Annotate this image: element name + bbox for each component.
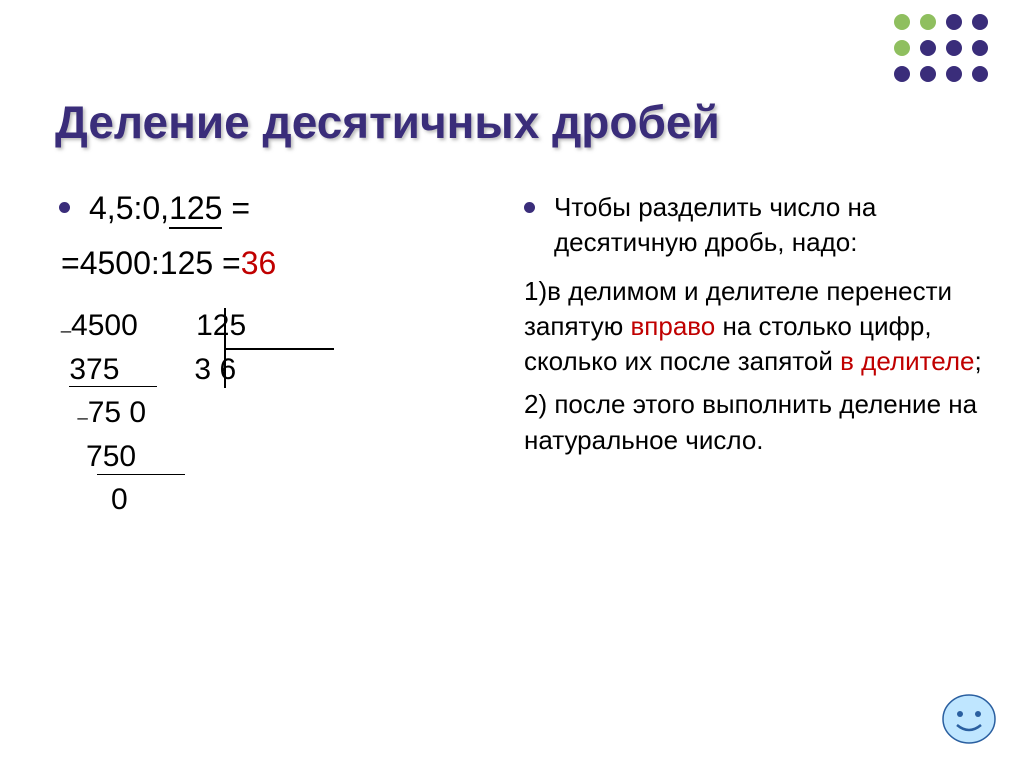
dot — [920, 14, 936, 30]
step2-line: 75 0 — [88, 396, 146, 429]
slide-title: Деление десятичных дробей — [55, 95, 720, 149]
rule1-highlight-1: вправо — [630, 311, 715, 341]
dot — [972, 66, 988, 82]
expr1-pre: 4,5:0, — [89, 190, 169, 226]
dot — [920, 40, 936, 56]
dot — [920, 66, 936, 82]
subtraction-rule-1 — [69, 386, 157, 387]
dividend: 4500 — [71, 309, 138, 342]
expr1-post: = — [222, 190, 250, 226]
minus-icon: _ — [61, 313, 71, 333]
long-division: _4500 125 375 3 6 _75 0 750 0 — [61, 304, 485, 522]
subtraction-rule-2 — [97, 474, 185, 475]
smiley-icon — [942, 692, 996, 746]
dot — [894, 40, 910, 56]
remainder: 0 — [111, 483, 128, 516]
rule-2: 2) после этого выполнить деление на нату… — [520, 387, 990, 457]
expression-1: 4,5:0,125 = — [55, 190, 485, 227]
rule1-part-e: ; — [974, 346, 981, 376]
smiley-face — [943, 695, 995, 743]
dot — [946, 14, 962, 30]
rules-list: 1)в делимом и делителе перенести запятую… — [520, 274, 990, 457]
dot — [894, 14, 910, 30]
dot — [972, 14, 988, 30]
dot — [972, 40, 988, 56]
expr2-lhs: =4500:125 = — [61, 245, 241, 281]
rule-1: 1)в делимом и делителе перенести запятую… — [520, 274, 990, 379]
intro-text: Чтобы разделить число на десятичную дроб… — [520, 190, 990, 260]
expr1-underlined: 125 — [169, 190, 222, 229]
smiley-eye — [957, 711, 963, 717]
quotient-1: 3 — [194, 353, 211, 386]
corner-dots — [894, 14, 994, 88]
expression-2: =4500:125 =36 — [61, 245, 485, 282]
minus-icon: _ — [78, 400, 88, 420]
dot — [946, 66, 962, 82]
quotient-2: 6 — [219, 353, 236, 386]
expr2-answer: 36 — [241, 245, 277, 281]
step2-sub: 750 — [86, 440, 136, 473]
right-column: Чтобы разделить число на десятичную дроб… — [520, 190, 990, 458]
left-column: 4,5:0,125 = =4500:125 =36 _4500 125 375 … — [55, 190, 485, 522]
divisor: 125 — [196, 309, 246, 342]
dot — [894, 66, 910, 82]
dot — [946, 40, 962, 56]
step1-sub: 375 — [69, 353, 119, 386]
smiley-eye — [975, 711, 981, 717]
rule1-highlight-2: в делителе — [840, 346, 974, 376]
division-bar-horizontal — [224, 348, 334, 350]
